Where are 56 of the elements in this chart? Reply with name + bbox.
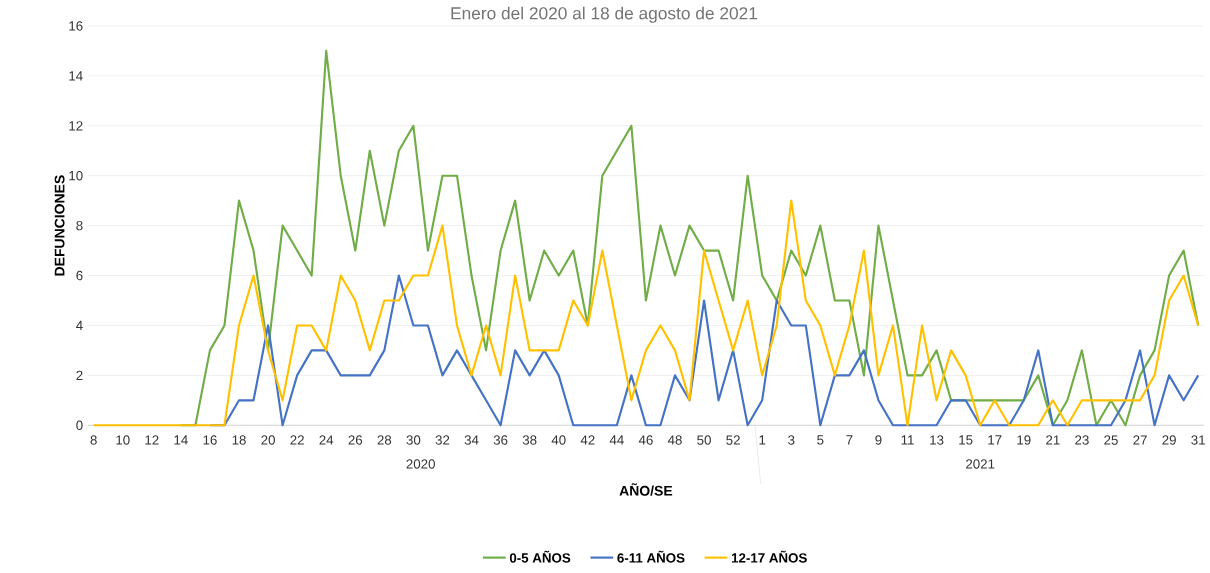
x-tick-label: 1 bbox=[759, 435, 766, 445]
x-tick-label: 40 bbox=[551, 435, 566, 445]
y-tick-label: 0 bbox=[76, 420, 83, 430]
x-tick-label: 5 bbox=[817, 435, 824, 445]
x-tick-label: 36 bbox=[493, 435, 508, 445]
legend-label: 12-17 AÑOS bbox=[731, 550, 807, 563]
x-tick-label: 44 bbox=[609, 435, 624, 445]
x-tick-label: 46 bbox=[638, 435, 653, 445]
y-tick-label: 6 bbox=[76, 270, 83, 281]
x-tick-label: 52 bbox=[726, 435, 740, 445]
x-tick-label: 15 bbox=[959, 435, 973, 445]
y-tick-label: 4 bbox=[76, 320, 83, 331]
y-tick-label: 14 bbox=[69, 71, 83, 81]
x-tick-label: 22 bbox=[290, 435, 304, 445]
x-tick-label: 42 bbox=[580, 435, 595, 445]
legend-label: 6-11 AÑOS bbox=[617, 550, 685, 563]
x-tick-label: 32 bbox=[435, 435, 450, 445]
y-tick-label: 12 bbox=[69, 121, 83, 131]
x-tick-label: 13 bbox=[930, 435, 944, 445]
x-tick-label: 25 bbox=[1104, 435, 1118, 445]
x-tick-label: 38 bbox=[522, 435, 537, 445]
y-axis-title: DEFUNCIONES bbox=[54, 175, 65, 276]
x-tick-label: 14 bbox=[174, 435, 188, 445]
x-tick-label: 8 bbox=[90, 435, 97, 445]
text: 2021 bbox=[966, 459, 995, 469]
x-tick-label: 11 bbox=[901, 435, 914, 445]
x-tick-label: 10 bbox=[116, 435, 130, 445]
x-tick-label: 24 bbox=[319, 435, 334, 445]
x-tick-label: 27 bbox=[1133, 435, 1147, 445]
x-tick-label: 20 bbox=[261, 435, 275, 445]
x-tick-label: 31 bbox=[1191, 435, 1205, 445]
x-tick-label: 9 bbox=[875, 435, 882, 445]
chart-title: Enero del 2020 al 18 de agosto de 2021 bbox=[451, 6, 758, 23]
x-tick-label: 18 bbox=[232, 435, 246, 445]
x-tick-label: 21 bbox=[1046, 435, 1060, 445]
y-tick-label: 16 bbox=[69, 21, 83, 31]
y-tick-label: 2 bbox=[76, 370, 83, 380]
x-tick-label: 23 bbox=[1075, 435, 1089, 445]
x-tick-label: 26 bbox=[348, 435, 363, 445]
x-tick-label: 17 bbox=[988, 435, 1002, 445]
legend-label: 0-5 AÑOS bbox=[509, 550, 571, 563]
text: 2020 bbox=[406, 459, 435, 469]
x-tick-label: 48 bbox=[667, 435, 682, 445]
x-tick-label: 12 bbox=[145, 435, 159, 445]
y-tick-label: 8 bbox=[76, 220, 83, 231]
x-tick-label: 3 bbox=[788, 435, 795, 445]
x-tick-label: 28 bbox=[377, 435, 392, 445]
x-tick-label: 34 bbox=[464, 435, 479, 445]
x-tick-label: 7 bbox=[846, 435, 853, 445]
x-tick-label: 16 bbox=[203, 435, 217, 445]
x-tick-label: 29 bbox=[1162, 435, 1176, 445]
x-tick-label: 19 bbox=[1017, 435, 1031, 445]
x-tick-label: 30 bbox=[406, 435, 421, 445]
x-axis-title: AÑO/SE bbox=[619, 483, 673, 496]
y-tick-label: 10 bbox=[69, 170, 83, 181]
x-tick-label: 50 bbox=[697, 435, 711, 445]
